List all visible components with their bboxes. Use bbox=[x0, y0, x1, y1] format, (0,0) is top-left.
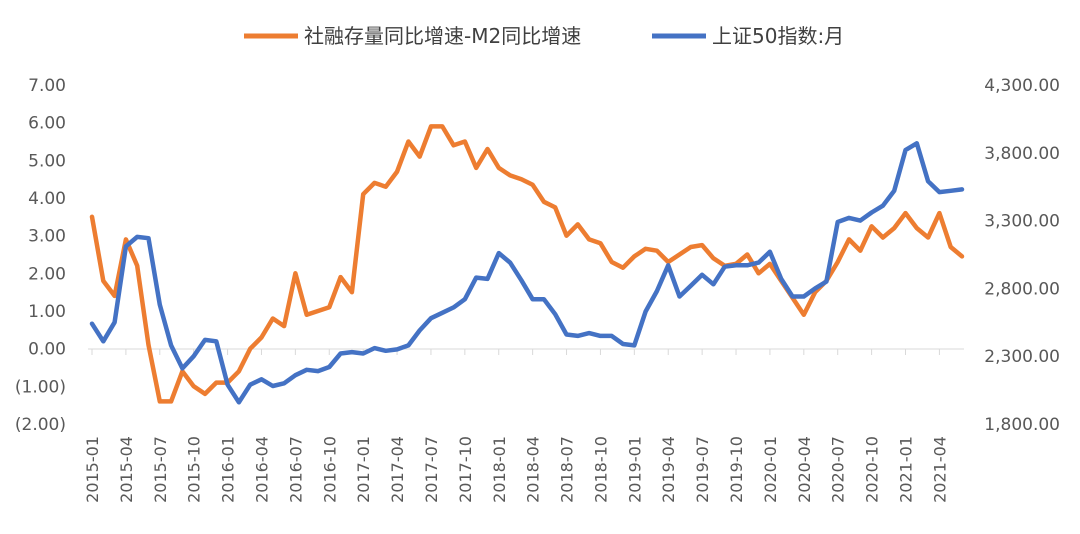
right-tick-label: 3,300.00 bbox=[984, 212, 1060, 232]
x-tick-label: 2019-07 bbox=[693, 436, 712, 503]
x-tick-label: 2017-07 bbox=[422, 436, 441, 503]
x-tick-label: 2017-01 bbox=[354, 436, 373, 503]
x-tick-label: 2018-01 bbox=[490, 436, 509, 503]
left-tick-label: 6.00 bbox=[28, 114, 66, 134]
x-tick-label: 2015-04 bbox=[117, 436, 136, 503]
x-tick-label: 2021-01 bbox=[897, 436, 916, 503]
x-tick-label: 2017-04 bbox=[388, 436, 407, 503]
left-tick-label: 5.00 bbox=[28, 151, 66, 171]
x-tick-label: 2020-01 bbox=[761, 436, 780, 503]
x-tick-label: 2015-07 bbox=[151, 436, 170, 503]
x-tick-label: 2015-10 bbox=[185, 436, 204, 503]
right-axis-ticks: 1,800.00 2,300.00 2,800.00 3,300.00 3,800.00… bbox=[984, 76, 1060, 435]
right-tick-label: 2,800.00 bbox=[984, 279, 1060, 299]
left-tick-label: 7.00 bbox=[28, 76, 66, 96]
legend-label-sse50-monthly: 上证50指数:月 bbox=[712, 24, 844, 48]
x-tick-label: 2016-07 bbox=[286, 436, 305, 503]
x-tick-label: 2016-10 bbox=[320, 436, 339, 503]
x-tick-label: 2019-10 bbox=[727, 436, 746, 503]
left-tick-label: (2.00) bbox=[15, 415, 66, 435]
x-tick-label: 2020-10 bbox=[863, 436, 882, 503]
x-tick-label: 2018-07 bbox=[558, 436, 577, 503]
left-tick-label: 3.00 bbox=[28, 227, 66, 247]
legend-label-credit-minus-m2: 社融存量同比增速-M2同比增速 bbox=[304, 24, 581, 48]
left-axis-ticks: (2.00) (1.00) 0.00 1.00 2.00 3.00 4.00 5.00 6.00… bbox=[15, 76, 66, 435]
series-layer bbox=[89, 124, 965, 405]
series-line-sse50 bbox=[89, 141, 965, 405]
right-tick-label: 2,300.00 bbox=[984, 347, 1060, 367]
left-tick-label: 1.00 bbox=[28, 302, 66, 322]
right-tick-label: 1,800.00 bbox=[984, 415, 1060, 435]
x-tick-label: 2017-10 bbox=[456, 436, 475, 503]
right-tick-label: 3,800.00 bbox=[984, 144, 1060, 164]
x-tick-label: 2021-04 bbox=[930, 436, 949, 503]
x-tick-label: 2016-04 bbox=[252, 436, 271, 503]
x-tick-label: 2018-04 bbox=[524, 436, 543, 503]
x-tick-label: 2020-07 bbox=[829, 436, 848, 503]
x-tick-label: 2019-01 bbox=[625, 436, 644, 503]
legend: 社融存量同比增速-M2同比增速 上证50指数:月 bbox=[244, 24, 844, 48]
series-line-credit-minus-m2 bbox=[89, 124, 965, 404]
x-tick-label: 2018-10 bbox=[591, 436, 610, 503]
left-tick-label: 0.00 bbox=[28, 340, 66, 360]
left-tick-label: (1.00) bbox=[15, 377, 66, 397]
left-tick-label: 2.00 bbox=[28, 264, 66, 284]
x-tick-label: 2020-04 bbox=[795, 436, 814, 503]
x-tick-label: 2016-01 bbox=[219, 436, 238, 503]
x-tick-label: 2015-01 bbox=[83, 436, 102, 503]
right-tick-label: 4,300.00 bbox=[984, 76, 1060, 96]
x-axis-ticks: 2015-01 2015-04 2015-07 2015-10 2016-01 2016-… bbox=[83, 349, 949, 503]
x-tick-label: 2019-04 bbox=[659, 436, 678, 503]
left-tick-label: 4.00 bbox=[28, 189, 66, 209]
